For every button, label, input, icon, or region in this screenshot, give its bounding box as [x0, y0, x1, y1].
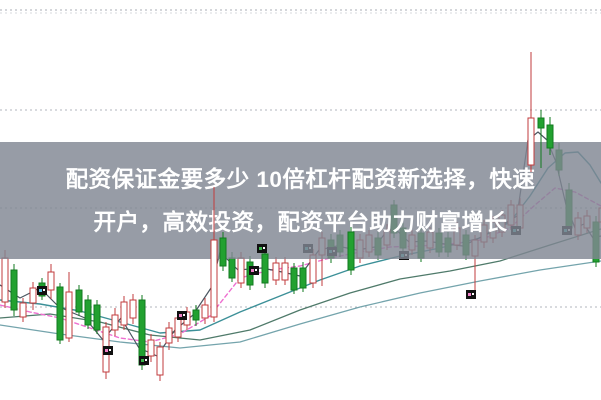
signal-marker-dot — [179, 314, 182, 317]
down-candle-body — [537, 117, 545, 129]
down-candle-body — [84, 299, 92, 326]
signal-marker-dot — [39, 289, 42, 292]
signal-marker-dot — [468, 293, 471, 296]
up-candle-body — [272, 262, 280, 281]
up-candle-body — [174, 317, 182, 338]
down-candle-body — [138, 299, 146, 366]
headline-overlay-band: 配资保证金要多少 10倍杠杆配资新选择，快速 开户，高效投资，配资平台助力财富增… — [0, 142, 601, 259]
signal-marker-dot — [141, 359, 144, 362]
up-candle-body — [29, 287, 37, 304]
up-candle-body — [120, 301, 128, 326]
up-candle-body — [281, 262, 289, 281]
down-candle-body — [93, 304, 101, 331]
signal-marker-dot — [183, 314, 185, 316]
down-candle-body — [299, 267, 307, 289]
headline-line-1: 配资保证金要多少 10倍杠杆配资新选择，快速 — [65, 166, 536, 192]
signal-marker-dot — [43, 289, 45, 291]
up-candle-body — [156, 346, 164, 376]
up-candle-body — [129, 299, 137, 319]
signal-marker-dot — [145, 359, 147, 361]
down-candle-body — [10, 269, 18, 311]
up-candle-body — [165, 327, 173, 344]
up-candle-body — [47, 271, 55, 291]
signal-marker-dot — [105, 349, 108, 352]
signal-marker-dot — [109, 349, 111, 351]
down-candle-body — [228, 257, 236, 279]
up-candle-body — [19, 302, 27, 318]
down-candle-body — [75, 289, 83, 313]
up-candle-body — [309, 254, 317, 284]
down-candle-body — [192, 309, 200, 321]
headline-line-2: 开户，高效投资，配资平台助力财富增长 — [93, 209, 508, 235]
up-candle-body — [1, 257, 9, 303]
up-candle-body — [111, 314, 119, 331]
signal-marker-dot — [472, 293, 474, 295]
signal-marker-dot — [255, 269, 257, 271]
up-candle-body — [147, 339, 155, 357]
up-candle-body — [201, 304, 209, 319]
down-candle-body — [290, 267, 298, 291]
signal-marker-dot — [251, 269, 254, 272]
up-candle-body — [237, 257, 245, 284]
ma-long-steel — [0, 260, 601, 349]
up-candle-body — [65, 291, 73, 339]
down-candle-body — [56, 286, 64, 341]
